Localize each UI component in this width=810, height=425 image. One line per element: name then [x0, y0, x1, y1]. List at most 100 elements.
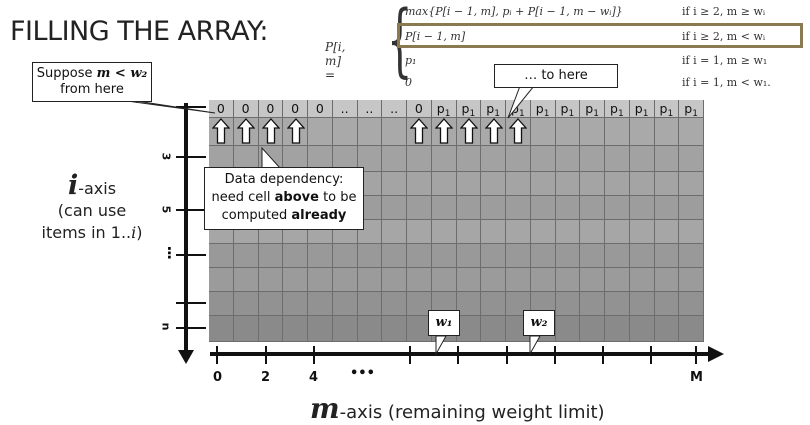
- grid-cell: [629, 316, 655, 342]
- grid-cell: [555, 220, 581, 244]
- i-axis-line3-var: i: [131, 223, 137, 242]
- m-axis-label: m-axis (remaining weight limit): [310, 392, 605, 425]
- w2-label: w₂: [523, 310, 555, 336]
- grid-cell: [431, 146, 457, 172]
- grid-cell: [530, 172, 556, 196]
- grid-cell: [308, 316, 333, 342]
- formula-cond-4: if i = 1, m < w₁.: [682, 76, 771, 89]
- grid-cell: [679, 220, 704, 244]
- grid-cell: [580, 292, 605, 316]
- m-tick-0: 0: [213, 370, 223, 385]
- cell-value: p: [436, 101, 445, 116]
- dependency-line2b: to be: [323, 190, 357, 205]
- grid-cell: [654, 244, 680, 268]
- grid-cell: [456, 316, 482, 342]
- grid-cell: [654, 316, 680, 342]
- grid-cell: [258, 292, 284, 316]
- grid-cell-row1: p1: [679, 100, 704, 119]
- dependency-line3: computed: [221, 208, 288, 223]
- m-axis-suffix: -axis (remaining weight limit): [339, 402, 605, 423]
- grid-cell: [605, 292, 630, 316]
- grid-cell: [679, 292, 704, 316]
- formula-lhs: P[i, m] =: [325, 40, 346, 82]
- grid-cell: [456, 146, 482, 172]
- grid-cell: [283, 268, 308, 292]
- grid-cell: [555, 196, 581, 220]
- cell-value: 0: [216, 101, 225, 116]
- cell-value: p: [535, 101, 544, 116]
- grid-cell: [258, 316, 284, 342]
- grid-cell: [456, 220, 482, 244]
- grid-cell: [407, 220, 432, 244]
- grid-cell-row1: ..: [357, 100, 383, 118]
- grid-cell: [407, 268, 432, 292]
- grid-cell: [481, 244, 506, 268]
- up-arrow-icon: [484, 118, 503, 144]
- grid-cell: [431, 244, 457, 268]
- grid-cell: [629, 268, 655, 292]
- grid-cell-row1: p1: [629, 100, 655, 119]
- cell-value: ..: [365, 101, 374, 116]
- grid-cell: [580, 118, 605, 146]
- cell-value: ..: [390, 101, 399, 116]
- formula-case-3: p₁: [405, 54, 417, 67]
- cell-subscript: 1: [692, 109, 698, 119]
- up-arrow-icon: [459, 118, 478, 144]
- grid-cell: [382, 268, 407, 292]
- grid-cell: [357, 244, 383, 268]
- grid-cell: [481, 292, 506, 316]
- grid-cell-row1: 0: [308, 100, 333, 118]
- grid-cell: [382, 118, 407, 146]
- grid-cell: [258, 244, 284, 268]
- grid-cell: [679, 172, 704, 196]
- grid-cell: [530, 268, 556, 292]
- dependency-callout: Data dependency: need cell above to be c…: [204, 167, 364, 230]
- grid-cell: [654, 118, 680, 146]
- dependency-line1: Data dependency:: [224, 172, 344, 187]
- cell-value: p: [634, 101, 643, 116]
- grid-cell: [679, 118, 704, 146]
- cell-subscript: 1: [593, 109, 599, 119]
- grid-cell: [357, 118, 383, 146]
- grid-cell: [209, 292, 234, 316]
- cell-value: p: [560, 101, 569, 116]
- i-axis-label: i-axis (can use items in 1..i): [17, 172, 167, 244]
- grid-cell: [308, 118, 333, 146]
- grid-cell: [308, 268, 333, 292]
- formula-highlight-box: [397, 23, 803, 48]
- grid-cell: [233, 244, 259, 268]
- grid-cell-row1: 0: [407, 100, 432, 118]
- grid-cell: [654, 292, 680, 316]
- grid-cell-row1: ..: [382, 100, 407, 118]
- grid-cell: [555, 146, 581, 172]
- cell-subscript: 1: [494, 109, 500, 119]
- up-arrow-icon: [410, 118, 429, 144]
- suppose-line2: from here: [60, 82, 124, 97]
- cell-subscript: 1: [617, 109, 624, 119]
- grid-cell: [407, 292, 432, 316]
- grid-cell: [605, 268, 630, 292]
- grid-cell: [530, 118, 556, 146]
- grid-cell: [580, 220, 605, 244]
- cell-value: 0: [266, 101, 275, 116]
- grid-cell: [283, 244, 308, 268]
- grid-cell: [580, 146, 605, 172]
- grid-cell-row1: 0: [258, 100, 284, 118]
- grid-cell-row1: 0: [233, 100, 259, 118]
- grid-cell: [506, 172, 531, 196]
- grid-cell: [407, 244, 432, 268]
- w1-label: w₁: [428, 310, 460, 336]
- grid-cell: [580, 172, 605, 196]
- cell-subscript: 1: [444, 109, 451, 119]
- i-axis-line3-end: ): [136, 223, 143, 242]
- grid-cell: [629, 292, 655, 316]
- grid-cell: [481, 220, 506, 244]
- grid-cell: [382, 244, 407, 268]
- dependency-bold-above: above: [274, 190, 319, 205]
- grid-cell: [679, 196, 704, 220]
- grid-cell: [332, 118, 358, 146]
- grid-cell: [332, 244, 358, 268]
- grid-cell: [679, 244, 704, 268]
- m-axis-arrowhead: [708, 346, 724, 362]
- grid-cell: [332, 292, 358, 316]
